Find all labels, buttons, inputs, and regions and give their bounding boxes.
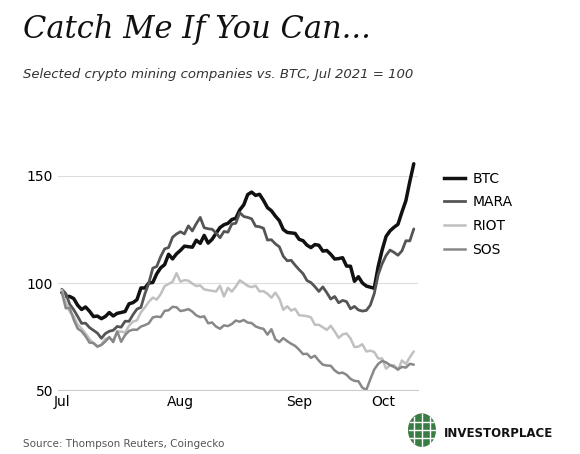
Line: BTC: BTC	[62, 164, 414, 319]
Text: INVESTORPLACE: INVESTORPLACE	[444, 427, 553, 440]
Polygon shape	[409, 414, 435, 446]
Text: Catch Me If You Can...: Catch Me If You Can...	[23, 14, 371, 44]
BTC	[98, 316, 105, 321]
Line: SOS: SOS	[62, 292, 414, 390]
BTC	[59, 290, 66, 295]
MARA	[59, 286, 66, 292]
RIOT	[363, 349, 370, 354]
SOS	[106, 334, 113, 340]
SOS	[359, 385, 366, 390]
Legend: BTC, MARA, RIOT, SOS: BTC, MARA, RIOT, SOS	[439, 166, 518, 262]
SOS	[351, 378, 358, 384]
BTC	[110, 313, 117, 319]
Line: RIOT: RIOT	[62, 273, 414, 370]
RIOT	[165, 281, 172, 286]
MARA	[110, 327, 117, 333]
RIOT	[173, 271, 180, 276]
BTC	[307, 245, 314, 250]
Text: Source: Thompson Reuters, Coingecko: Source: Thompson Reuters, Coingecko	[23, 439, 224, 449]
RIOT	[307, 315, 314, 320]
BTC	[355, 274, 362, 280]
RIOT	[403, 361, 409, 367]
RIOT	[394, 367, 401, 373]
MARA	[236, 210, 243, 215]
SOS	[59, 290, 66, 295]
Line: MARA: MARA	[62, 212, 414, 338]
MARA	[311, 284, 318, 289]
MARA	[359, 308, 366, 314]
RIOT	[59, 287, 66, 293]
MARA	[98, 336, 105, 341]
BTC	[169, 256, 176, 262]
SOS	[165, 307, 172, 313]
MARA	[403, 238, 409, 243]
BTC	[363, 283, 370, 289]
MARA	[367, 302, 374, 308]
MARA	[410, 226, 417, 232]
RIOT	[106, 336, 113, 341]
SOS	[363, 387, 370, 393]
Text: Selected crypto mining companies vs. BTC, Jul 2021 = 100: Selected crypto mining companies vs. BTC…	[23, 68, 414, 81]
BTC	[398, 209, 405, 215]
BTC	[410, 161, 417, 167]
SOS	[398, 364, 405, 370]
SOS	[303, 351, 310, 356]
SOS	[410, 362, 417, 367]
RIOT	[355, 344, 362, 349]
MARA	[169, 235, 176, 240]
RIOT	[410, 349, 417, 354]
